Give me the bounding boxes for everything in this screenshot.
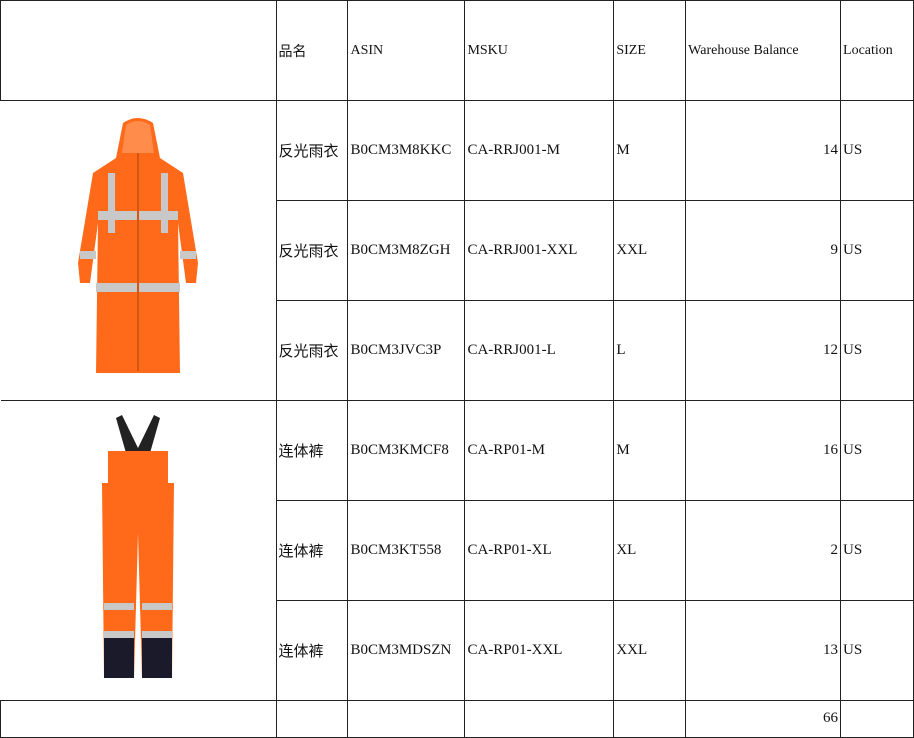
- header-size: SIZE: [613, 0, 687, 101]
- empty-cell: [840, 700, 914, 738]
- table-row: 反光雨衣 B0CM3M8ZGH CA-RRJ001-XXL XXL 9 US: [1, 200, 914, 301]
- warehouse-balance: 2: [685, 500, 842, 601]
- product-name: 反光雨衣: [275, 300, 349, 401]
- size: M: [613, 100, 687, 201]
- overalls-picture: [102, 415, 174, 678]
- location: US: [840, 100, 914, 201]
- table-row: 连体裤 B0CM3KT558 CA-RP01-XL XL 2 US: [1, 500, 914, 601]
- empty-cell: [613, 700, 687, 738]
- header-asin: ASIN: [347, 0, 466, 101]
- warehouse-balance: 16: [685, 400, 842, 501]
- size: M: [613, 400, 687, 501]
- product-name: 反光雨衣: [275, 200, 349, 301]
- location: US: [840, 600, 914, 701]
- header-msku: MSKU: [464, 0, 615, 101]
- header-name: 品名: [275, 0, 349, 101]
- location: US: [840, 200, 914, 301]
- msku: CA-RP01-XL: [464, 500, 615, 601]
- size: XXL: [613, 200, 687, 301]
- msku: CA-RP01-M: [464, 400, 615, 501]
- size: L: [613, 300, 687, 401]
- asin: B0CM3M8KKC: [347, 100, 466, 201]
- size: XL: [613, 500, 687, 601]
- location: US: [840, 400, 914, 501]
- header-image: [0, 0, 277, 101]
- empty-cell: [0, 700, 277, 738]
- empty-cell: [275, 700, 349, 738]
- location: US: [840, 500, 914, 601]
- msku: CA-RRJ001-XXL: [464, 200, 615, 301]
- asin: B0CM3KMCF8: [347, 400, 466, 501]
- msku: CA-RRJ001-M: [464, 100, 615, 201]
- product-name: 连体裤: [275, 600, 349, 701]
- location: US: [840, 300, 914, 401]
- empty-cell: [464, 700, 615, 738]
- warehouse-balance: 12: [685, 300, 842, 401]
- product-name: 连体裤: [275, 400, 349, 501]
- total-balance: 66: [685, 700, 842, 738]
- asin: B0CM3M8ZGH: [347, 200, 466, 301]
- raincoat-image: [0, 100, 277, 401]
- product-name: 连体裤: [275, 500, 349, 601]
- warehouse-balance: 13: [685, 600, 842, 701]
- warehouse-balance: 9: [685, 200, 842, 301]
- size: XXL: [613, 600, 687, 701]
- asin: B0CM3MDSZN: [347, 600, 466, 701]
- asin: B0CM3KT558: [347, 500, 466, 601]
- product-name: 反光雨衣: [275, 100, 349, 201]
- raincoat-picture: [78, 118, 198, 373]
- msku: CA-RP01-XXL: [464, 600, 615, 701]
- msku: CA-RRJ001-L: [464, 300, 615, 401]
- header-balance: Warehouse Balance: [685, 0, 842, 101]
- table-row: 反光雨衣 B0CM3M8KKC CA-RRJ001-M M 14 US: [0, 100, 914, 401]
- warehouse-balance: 14: [685, 100, 842, 201]
- header-location: Location: [840, 0, 914, 101]
- overalls-image: [0, 400, 277, 701]
- table-row: 连体裤 B0CM3KMCF8 CA-RP01-M M 16 US: [0, 400, 914, 701]
- empty-cell: [347, 700, 466, 738]
- table-row: 连体裤 B0CM3MDSZN CA-RP01-XXL XXL 13 US: [1, 600, 914, 701]
- table-row: 反光雨衣 B0CM3JVC3P CA-RRJ001-L L 12 US: [1, 300, 914, 401]
- total-row: 66: [0, 700, 914, 738]
- header-row: 品名 ASIN MSKU SIZE Warehouse Balance Loca…: [0, 0, 914, 101]
- asin: B0CM3JVC3P: [347, 300, 466, 401]
